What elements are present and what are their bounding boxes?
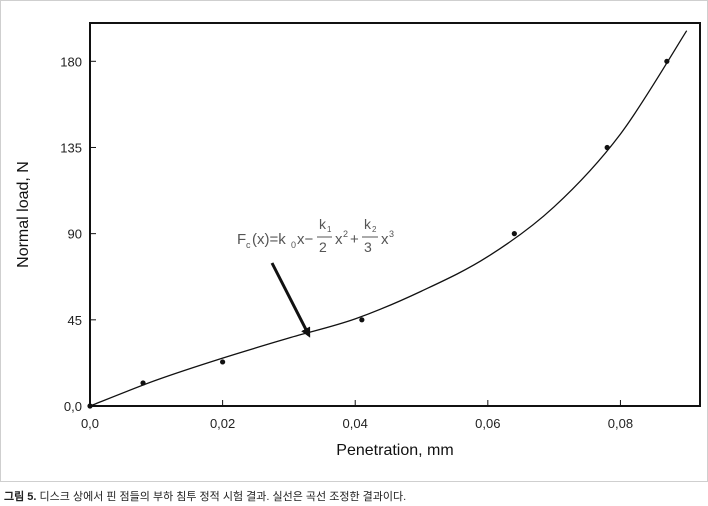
data-point [87, 403, 93, 409]
eq-x3-sup: 3 [389, 229, 394, 239]
x-axis-title: Penetration, mm [336, 442, 453, 459]
eq-x2-sup: 2 [343, 229, 348, 239]
eq-after-k0: x− [297, 231, 314, 248]
data-point [359, 317, 365, 323]
figure-label: 그림 5. [4, 491, 37, 503]
data-point [140, 380, 146, 386]
load-penetration-chart: 0,0 45 90 135 180 0,0 0,02 0,04 0,06 0,08 Penetr… [15, 22, 701, 459]
x-tick-label: 0,08 [608, 416, 633, 431]
eq-frac1-den: 2 [319, 239, 327, 255]
eq-x3: x [381, 231, 389, 248]
eq-plus: + [350, 231, 359, 248]
x-tick-label: 0,06 [475, 416, 500, 431]
y-tick-label: 135 [60, 140, 82, 155]
eq-frac1-num: k [319, 216, 327, 232]
x-tick-label: 0,04 [343, 416, 368, 431]
chart-frame: 0,0 45 90 135 180 0,0 0,02 0,04 0,06 0,08 Penetr… [0, 0, 708, 482]
data-point [511, 231, 517, 237]
plot-area [89, 22, 701, 407]
eq-x2: x [335, 231, 343, 248]
x-axis-ticks: 0,0 0,02 0,04 0,06 0,08 [81, 400, 633, 431]
eq-frac2-den: 3 [364, 239, 372, 255]
eq-F: F [237, 231, 246, 248]
caption-text: 디스크 상에서 핀 점들의 부하 침투 정적 시험 결과. 실선은 곡선 조정한… [36, 491, 407, 503]
eq-lhs: (x)=k [252, 231, 286, 248]
data-point [664, 58, 670, 64]
data-point [220, 359, 226, 365]
eq-k0-sub: 0 [291, 240, 296, 250]
y-tick-label: 0,0 [64, 399, 82, 414]
y-tick-label: 180 [60, 54, 82, 69]
eq-frac2-num: k [364, 216, 372, 232]
annotation-arrow [270, 262, 311, 338]
y-axis-ticks: 0,0 45 90 135 180 [60, 54, 96, 414]
data-points [87, 58, 670, 409]
x-tick-label: 0,0 [81, 416, 99, 431]
eq-F-sub: c [246, 240, 251, 250]
eq-frac2-num-sub: 2 [372, 225, 377, 234]
y-axis-title: Normal load, N [15, 161, 32, 268]
y-tick-label: 90 [68, 227, 82, 242]
eq-frac1-num-sub: 1 [327, 225, 332, 234]
x-tick-label: 0,02 [210, 416, 235, 431]
figure-caption: 그림 5. 디스크 상에서 핀 점들의 부하 침투 정적 시험 결과. 실선은 … [4, 488, 406, 504]
fitted-curve-line [89, 30, 688, 407]
fit-equation: F c (x)=k 0 x− k 1 2 x 2 + k 2 3 x 3 [237, 216, 394, 255]
data-point [604, 144, 610, 151]
y-tick-label: 45 [68, 313, 82, 328]
